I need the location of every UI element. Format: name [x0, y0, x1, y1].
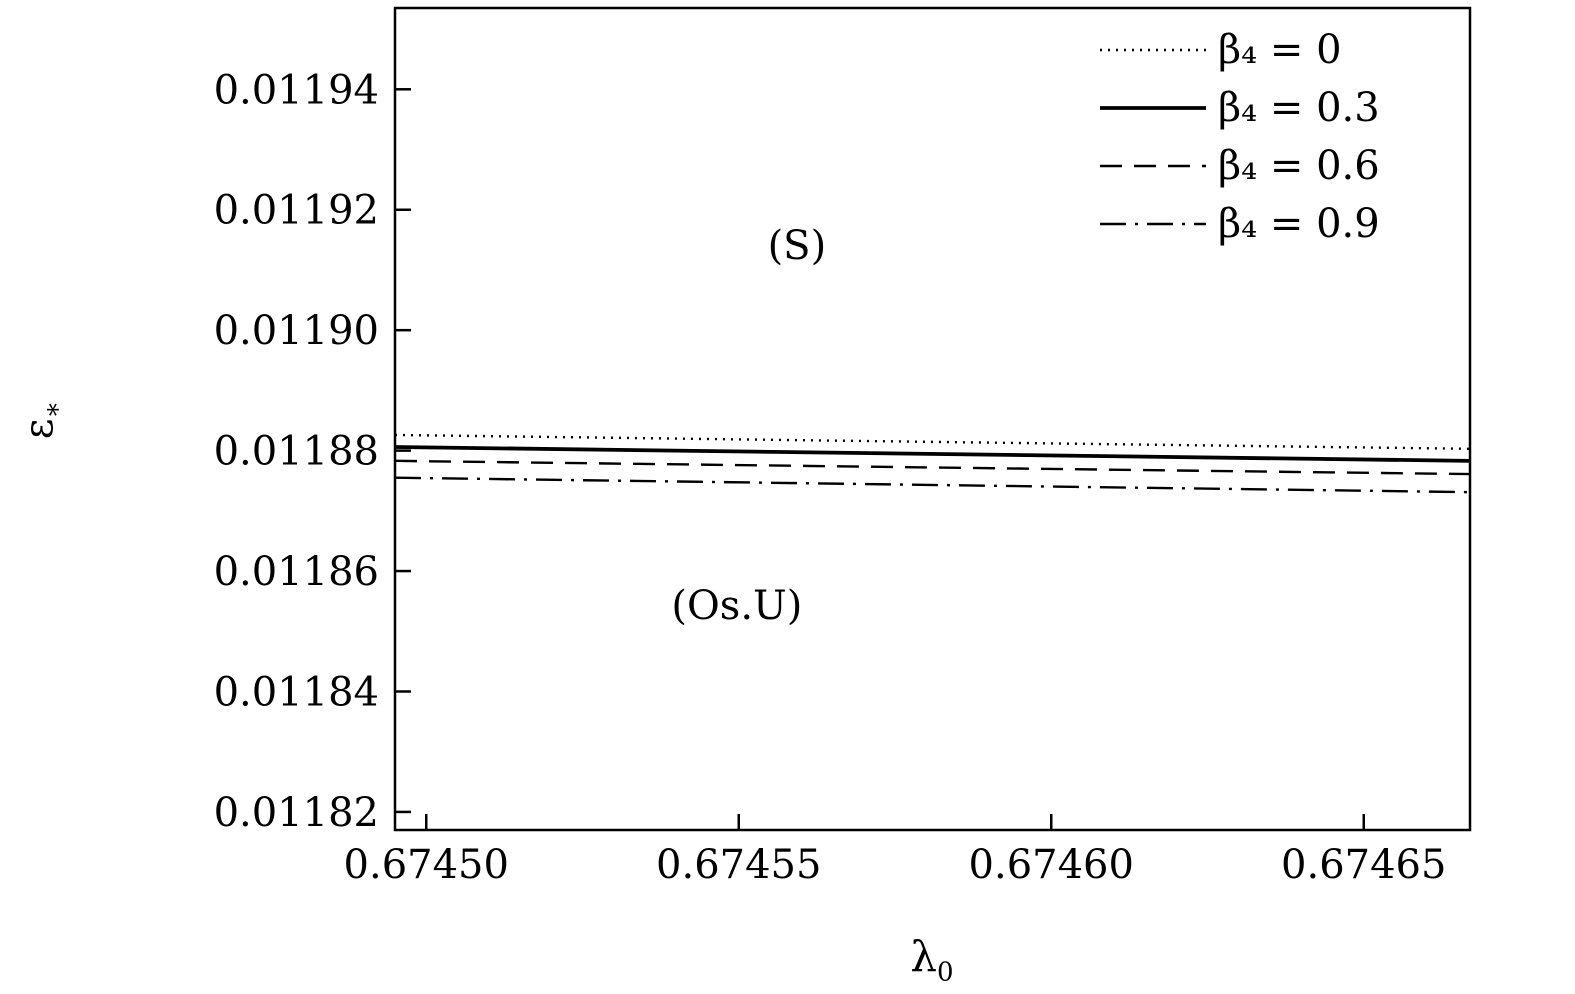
legend-item-dashdot: β₄ = 0.9: [1098, 201, 1380, 247]
y-axis-label-base: ε: [16, 418, 62, 440]
legend-line-sample-dotted: [1100, 48, 1206, 52]
x-tick-label: 0.67460: [969, 842, 1134, 888]
region-label-s: (S): [767, 222, 827, 269]
y-tick-label: 0.01184: [214, 669, 379, 715]
y-tick-label: 0.01182: [214, 790, 379, 836]
region-label-osu: (Os.U): [671, 582, 803, 629]
series-line-dotted: [394, 433, 1471, 451]
x-axis-label-sub: 0: [937, 957, 954, 988]
legend-label: β₄ = 0.6: [1218, 143, 1380, 189]
legend-label: β₄ = 0: [1218, 27, 1342, 73]
x-tick-label: 0.67450: [344, 842, 509, 888]
plot-frame: [393, 6, 1472, 832]
series-line-dashed: [394, 459, 1471, 476]
y-tick-label: 0.01188: [214, 429, 379, 475]
legend-line-sample-dashdot: [1100, 222, 1206, 226]
series-line-solid: [394, 445, 1471, 463]
x-axis-label: λ0: [910, 932, 953, 987]
x-tick-label: 0.67465: [1281, 842, 1446, 888]
x-tick-label: 0.67455: [656, 842, 821, 888]
y-axis-label: ε∗: [16, 401, 68, 439]
legend-item-dotted: β₄ = 0: [1098, 27, 1380, 73]
y-tick-label: 0.01190: [214, 308, 379, 354]
legend-label: β₄ = 0.9: [1218, 201, 1380, 247]
y-tick-label: 0.01192: [214, 188, 379, 234]
legend-label: β₄ = 0.3: [1218, 85, 1380, 131]
legend-item-solid: β₄ = 0.3: [1098, 85, 1380, 131]
legend-line-sample-dashed: [1100, 164, 1206, 168]
legend-item-dashed: β₄ = 0.6: [1098, 143, 1380, 189]
legend-line-sample-solid: [1100, 106, 1206, 110]
legend: β₄ = 0 β₄ = 0.3 β₄ = 0.6 β₄ = 0.9: [1098, 27, 1380, 247]
y-tick-label: 0.01194: [214, 67, 379, 113]
y-axis-label-sub: ∗: [38, 400, 68, 419]
series-line-dashdot: [394, 476, 1471, 494]
y-tick-label: 0.01186: [214, 549, 379, 595]
x-axis-label-base: λ: [910, 932, 938, 981]
